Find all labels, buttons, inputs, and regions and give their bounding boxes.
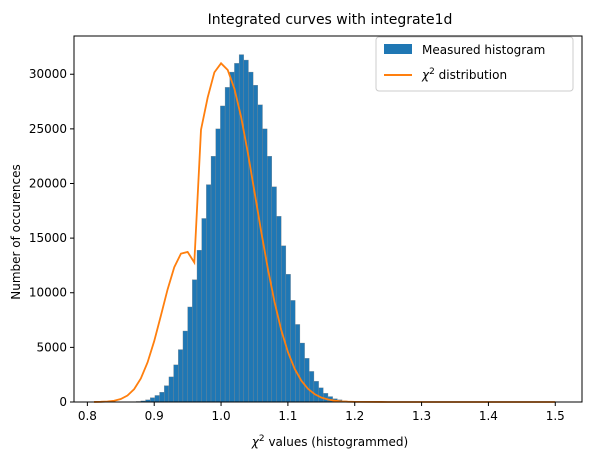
histogram-bar: [281, 245, 287, 403]
x-tick-label: 0.8: [78, 409, 97, 423]
legend-label-curve: χ2 distribution: [421, 67, 507, 82]
y-tick-label: 30000: [29, 67, 67, 81]
y-axis-ticks: 0 5000 10000 15000 20000 25000 30000: [29, 67, 74, 409]
y-axis-label: Number of occurences: [9, 164, 23, 299]
histogram-bar: [299, 342, 305, 403]
histogram-bar: [313, 381, 319, 403]
x-tick-label: 1.3: [412, 409, 431, 423]
y-tick-label: 20000: [29, 176, 67, 190]
legend-label-histogram: Measured histogram: [422, 43, 545, 57]
x-tick-label: 1.0: [212, 409, 231, 423]
x-tick-label: 1.4: [479, 409, 498, 423]
histogram-bar: [243, 59, 249, 403]
legend-curve-text: distribution: [435, 68, 507, 82]
x-tick-label: 0.9: [145, 409, 164, 423]
histogram-bar: [154, 395, 160, 403]
histogram-bar: [234, 63, 240, 403]
histogram-bar: [220, 105, 226, 403]
y-tick-label: 0: [59, 395, 67, 409]
histogram-bars: [136, 54, 352, 403]
legend-curve-symbol: χ: [421, 68, 430, 82]
histogram-bar: [295, 324, 301, 403]
legend-swatch-histogram: [384, 44, 412, 54]
distribution-curve: [94, 61, 556, 403]
x-axis-label-symbol: χ: [251, 435, 260, 449]
x-axis-label: χ2 values (histogrammed): [251, 434, 408, 449]
histogram-bar: [276, 216, 282, 403]
legend-box: [375, 36, 574, 92]
histogram-bar: [150, 397, 156, 403]
x-axis-ticks: 0.8 0.9 1.0 1.1 1.2 1.3 1.4 1.5: [78, 402, 565, 423]
histogram-bar: [196, 249, 202, 403]
y-tick-label: 15000: [29, 231, 67, 245]
histogram-bar: [318, 387, 324, 403]
plot-area-frame: [73, 35, 583, 403]
x-axis-label-text: values (histogrammed): [265, 435, 409, 449]
y-tick-label: 10000: [29, 286, 67, 300]
histogram-bar: [159, 392, 165, 403]
histogram-bar: [192, 279, 198, 403]
histogram-bar: [206, 184, 212, 403]
histogram-bar: [224, 87, 230, 403]
histogram-bar: [229, 71, 235, 403]
histogram-bar: [215, 128, 221, 403]
histogram-bar: [187, 306, 193, 403]
x-tick-label: 1.2: [345, 409, 364, 423]
histogram-bar: [210, 156, 216, 403]
histogram-bar: [173, 364, 179, 403]
histogram-bar: [304, 358, 310, 403]
histogram-bar: [257, 104, 263, 403]
legend-curve-superscript: 2: [429, 67, 435, 77]
x-tick-label: 1.1: [278, 409, 297, 423]
x-tick-label: 1.5: [546, 409, 565, 423]
distribution-curve-layer: [94, 61, 556, 403]
histogram-bar: [178, 349, 184, 403]
histogram-bar: [252, 85, 258, 403]
legend: Measured histogram χ2 distribution: [375, 36, 574, 92]
histogram-bar: [164, 385, 170, 403]
histogram-bar: [182, 330, 188, 403]
histogram-bar: [201, 218, 207, 403]
histogram-bar: [290, 300, 296, 403]
chart-title: Integrated curves with integrate1d: [208, 12, 453, 28]
x-axis-label-superscript: 2: [259, 434, 265, 444]
histogram-bar: [285, 274, 291, 403]
histogram-bar: [168, 376, 174, 403]
histogram-bar: [309, 371, 315, 403]
y-tick-label: 5000: [36, 340, 67, 354]
y-tick-label: 25000: [29, 122, 67, 136]
histogram-bar: [248, 71, 254, 403]
histogram-bar: [238, 54, 244, 403]
